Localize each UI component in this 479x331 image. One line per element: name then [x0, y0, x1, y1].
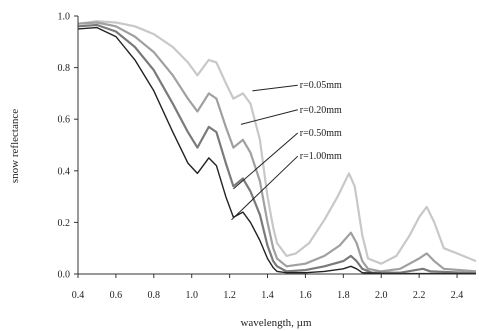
series-annotation: r=1.00mm [300, 151, 342, 162]
series-line [77, 21, 477, 273]
series-annotation: r=0.05mm [300, 80, 342, 91]
x-tick-label: 2.0 [375, 290, 388, 301]
x-tick-label: 1.2 [223, 290, 236, 301]
y-axis-label: snow reflectance [9, 109, 21, 183]
series-annotation: r=0.20mm [300, 105, 342, 116]
annotation-leader [233, 132, 299, 190]
x-tick-label: 1.4 [261, 290, 274, 301]
series-line [77, 20, 477, 265]
x-tick-label: 1.6 [299, 290, 312, 301]
y-tick-label: 0.6 [58, 115, 71, 126]
annotation-group: r=0.05mm r=0.20mm r=0.50mm r=1.00mm [231, 80, 342, 221]
series-annotation: r=0.50mm [300, 128, 342, 139]
x-tick-label: 0.6 [110, 290, 123, 301]
annotation-leader [240, 109, 298, 125]
annotation-leader [252, 84, 298, 92]
x-tick-label: 2.4 [451, 290, 464, 301]
y-tick-label: 0.2 [58, 218, 71, 229]
y-tick-label: 0.8 [58, 63, 71, 74]
x-tick-label: 0.4 [72, 290, 85, 301]
x-tick-label: 1.0 [185, 290, 198, 301]
axes-group: 0.4 0.6 0.8 1.0 1.2 1.4 1.6 1.8 2.0 2.2 2.4 0.0 0.2 0… [58, 12, 476, 301]
y-tick-label: 0.0 [58, 270, 71, 281]
x-axis-label: wavelength, µm [240, 317, 312, 329]
x-tick-label: 0.8 [148, 290, 161, 301]
y-tick-label: 0.4 [58, 166, 71, 177]
series-line [77, 26, 477, 275]
y-tick-label: 1.0 [58, 12, 71, 23]
annotation-leader [231, 155, 299, 221]
x-tick-label: 2.2 [413, 290, 426, 301]
series-line [77, 23, 477, 275]
x-tick-label: 1.8 [337, 290, 350, 301]
series-group [77, 20, 477, 275]
